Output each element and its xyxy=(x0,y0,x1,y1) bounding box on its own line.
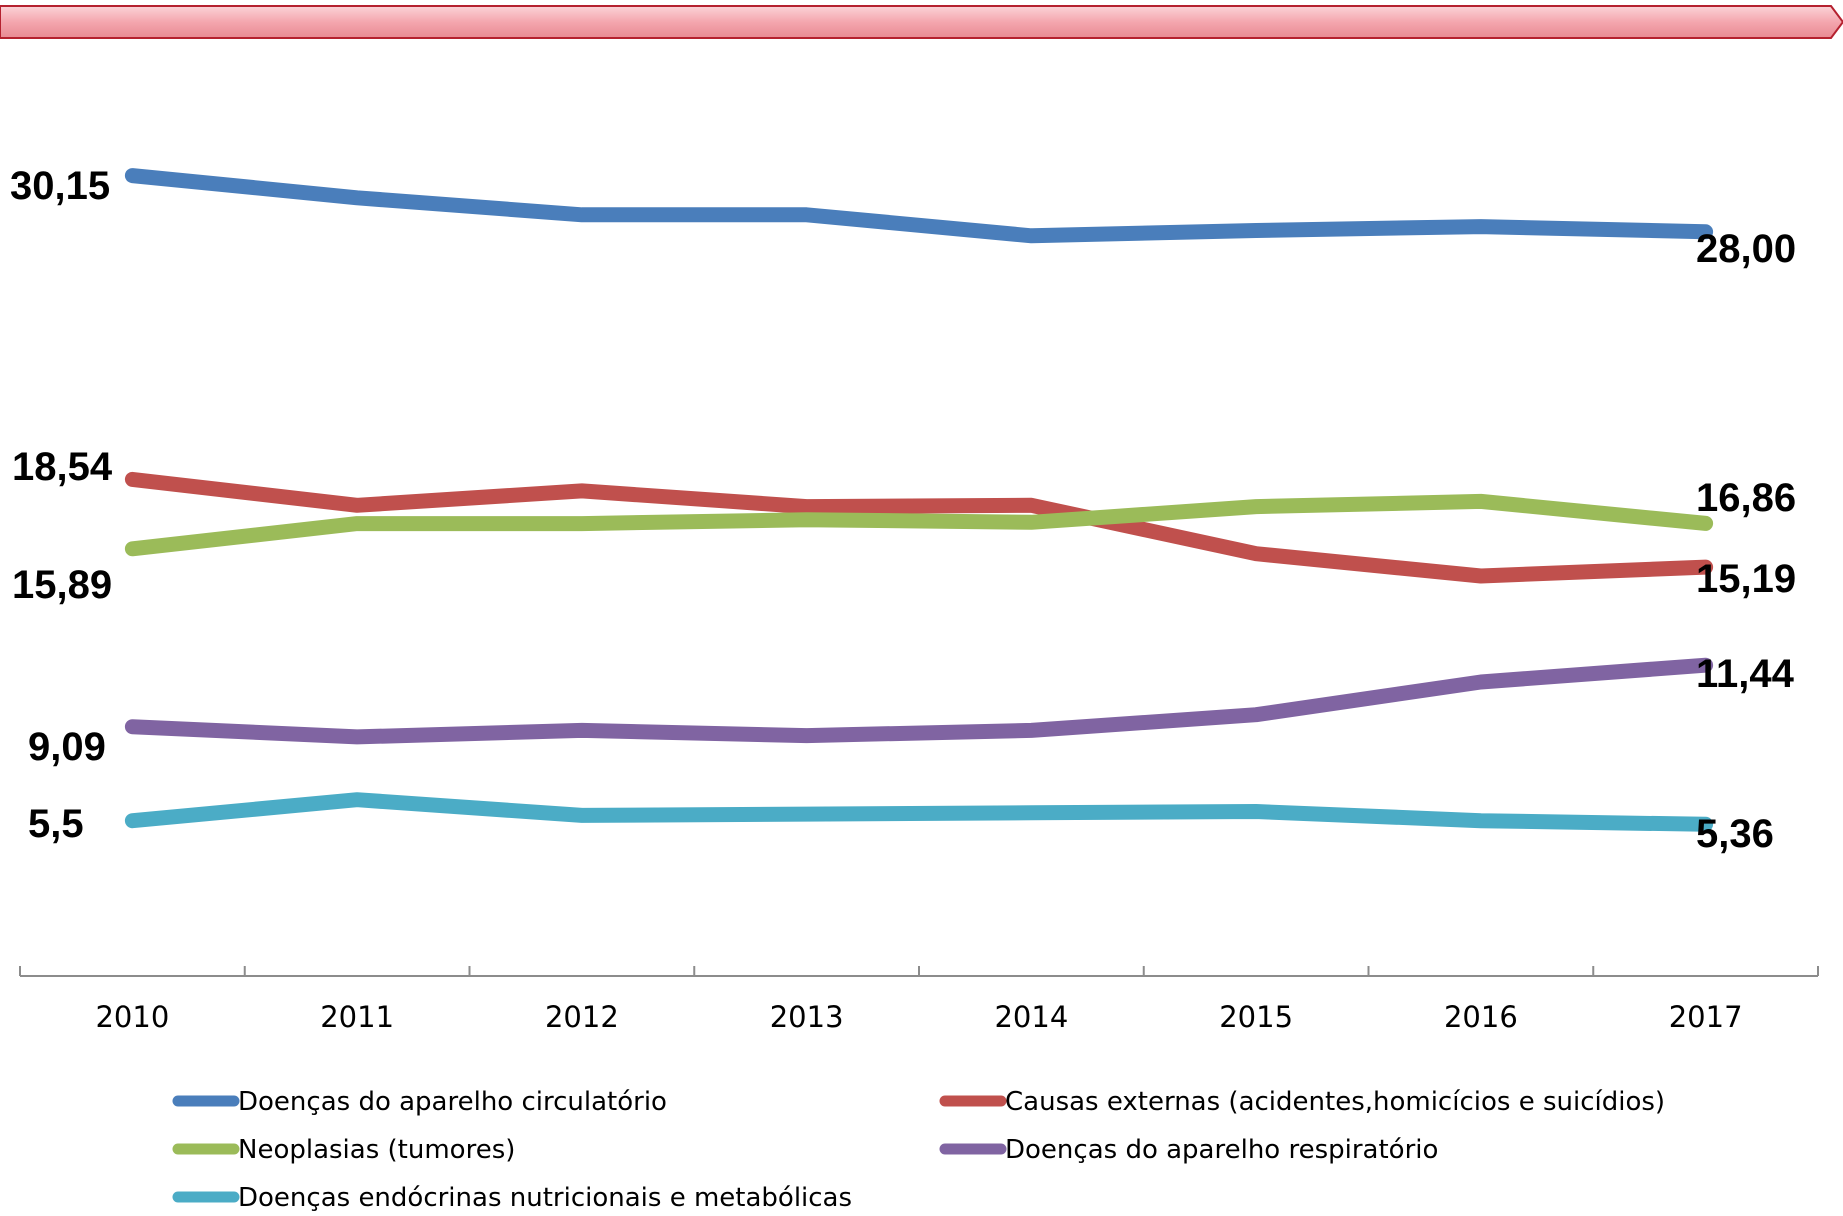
x-tick-label: 2016 xyxy=(1444,1000,1518,1034)
end-label-neoplasias: 16,86 xyxy=(1696,476,1796,520)
series-line-endocrinas xyxy=(124,792,1714,832)
banner-bar xyxy=(0,5,1843,39)
x-tick-label: 2012 xyxy=(545,1000,619,1034)
legend: Doenças do aparelho circulatório Causas e… xyxy=(172,1087,1665,1213)
x-tick-label: 2010 xyxy=(95,1000,169,1034)
legend-label-circulatorio: Doenças do aparelho circulatório xyxy=(238,1087,667,1117)
start-label-externas: 18,54 xyxy=(12,445,113,489)
end-label-endocrinas: 5,36 xyxy=(1696,812,1774,856)
end-label-respiratorio: 11,44 xyxy=(1696,652,1795,696)
x-tick-label: 2014 xyxy=(994,1000,1068,1034)
x-tick-label: 2011 xyxy=(320,1000,394,1034)
series-lines xyxy=(124,168,1714,832)
end-label-circulatorio: 28,00 xyxy=(1696,227,1796,271)
series-line-neoplasias xyxy=(124,493,1714,557)
legend-label-neoplasias: Neoplasias (tumores) xyxy=(238,1135,515,1165)
series-line-externas xyxy=(124,471,1714,584)
x-tick-label: 2015 xyxy=(1219,1000,1293,1034)
legend-label-externas: Causas externas (acidentes,homicícios e … xyxy=(1005,1087,1665,1117)
legend-label-respiratorio: Doenças do aparelho respiratório xyxy=(1005,1135,1438,1165)
top-banner xyxy=(0,5,1843,39)
x-tick-label: 2013 xyxy=(770,1000,844,1034)
end-label-externas: 15,19 xyxy=(1696,557,1796,601)
x-axis: 2010 2011 2012 2013 2014 2015 2016 2017 xyxy=(19,966,1819,1034)
start-label-circulatorio: 30,15 xyxy=(10,164,110,208)
data-labels: 30,15 28,00 18,54 15,19 15,89 16,86 9,09 11,44 5… xyxy=(10,164,1796,856)
x-tick-label: 2017 xyxy=(1669,1000,1743,1034)
series-line-respiratorio xyxy=(124,657,1714,745)
start-label-endocrinas: 5,5 xyxy=(28,802,84,846)
legend-label-endocrinas: Doenças endócrinas nutricionais e metabó… xyxy=(238,1183,852,1213)
start-label-neoplasias: 15,89 xyxy=(12,563,112,607)
series-line-circulatorio xyxy=(124,168,1714,244)
start-label-respiratorio: 9,09 xyxy=(28,725,106,769)
